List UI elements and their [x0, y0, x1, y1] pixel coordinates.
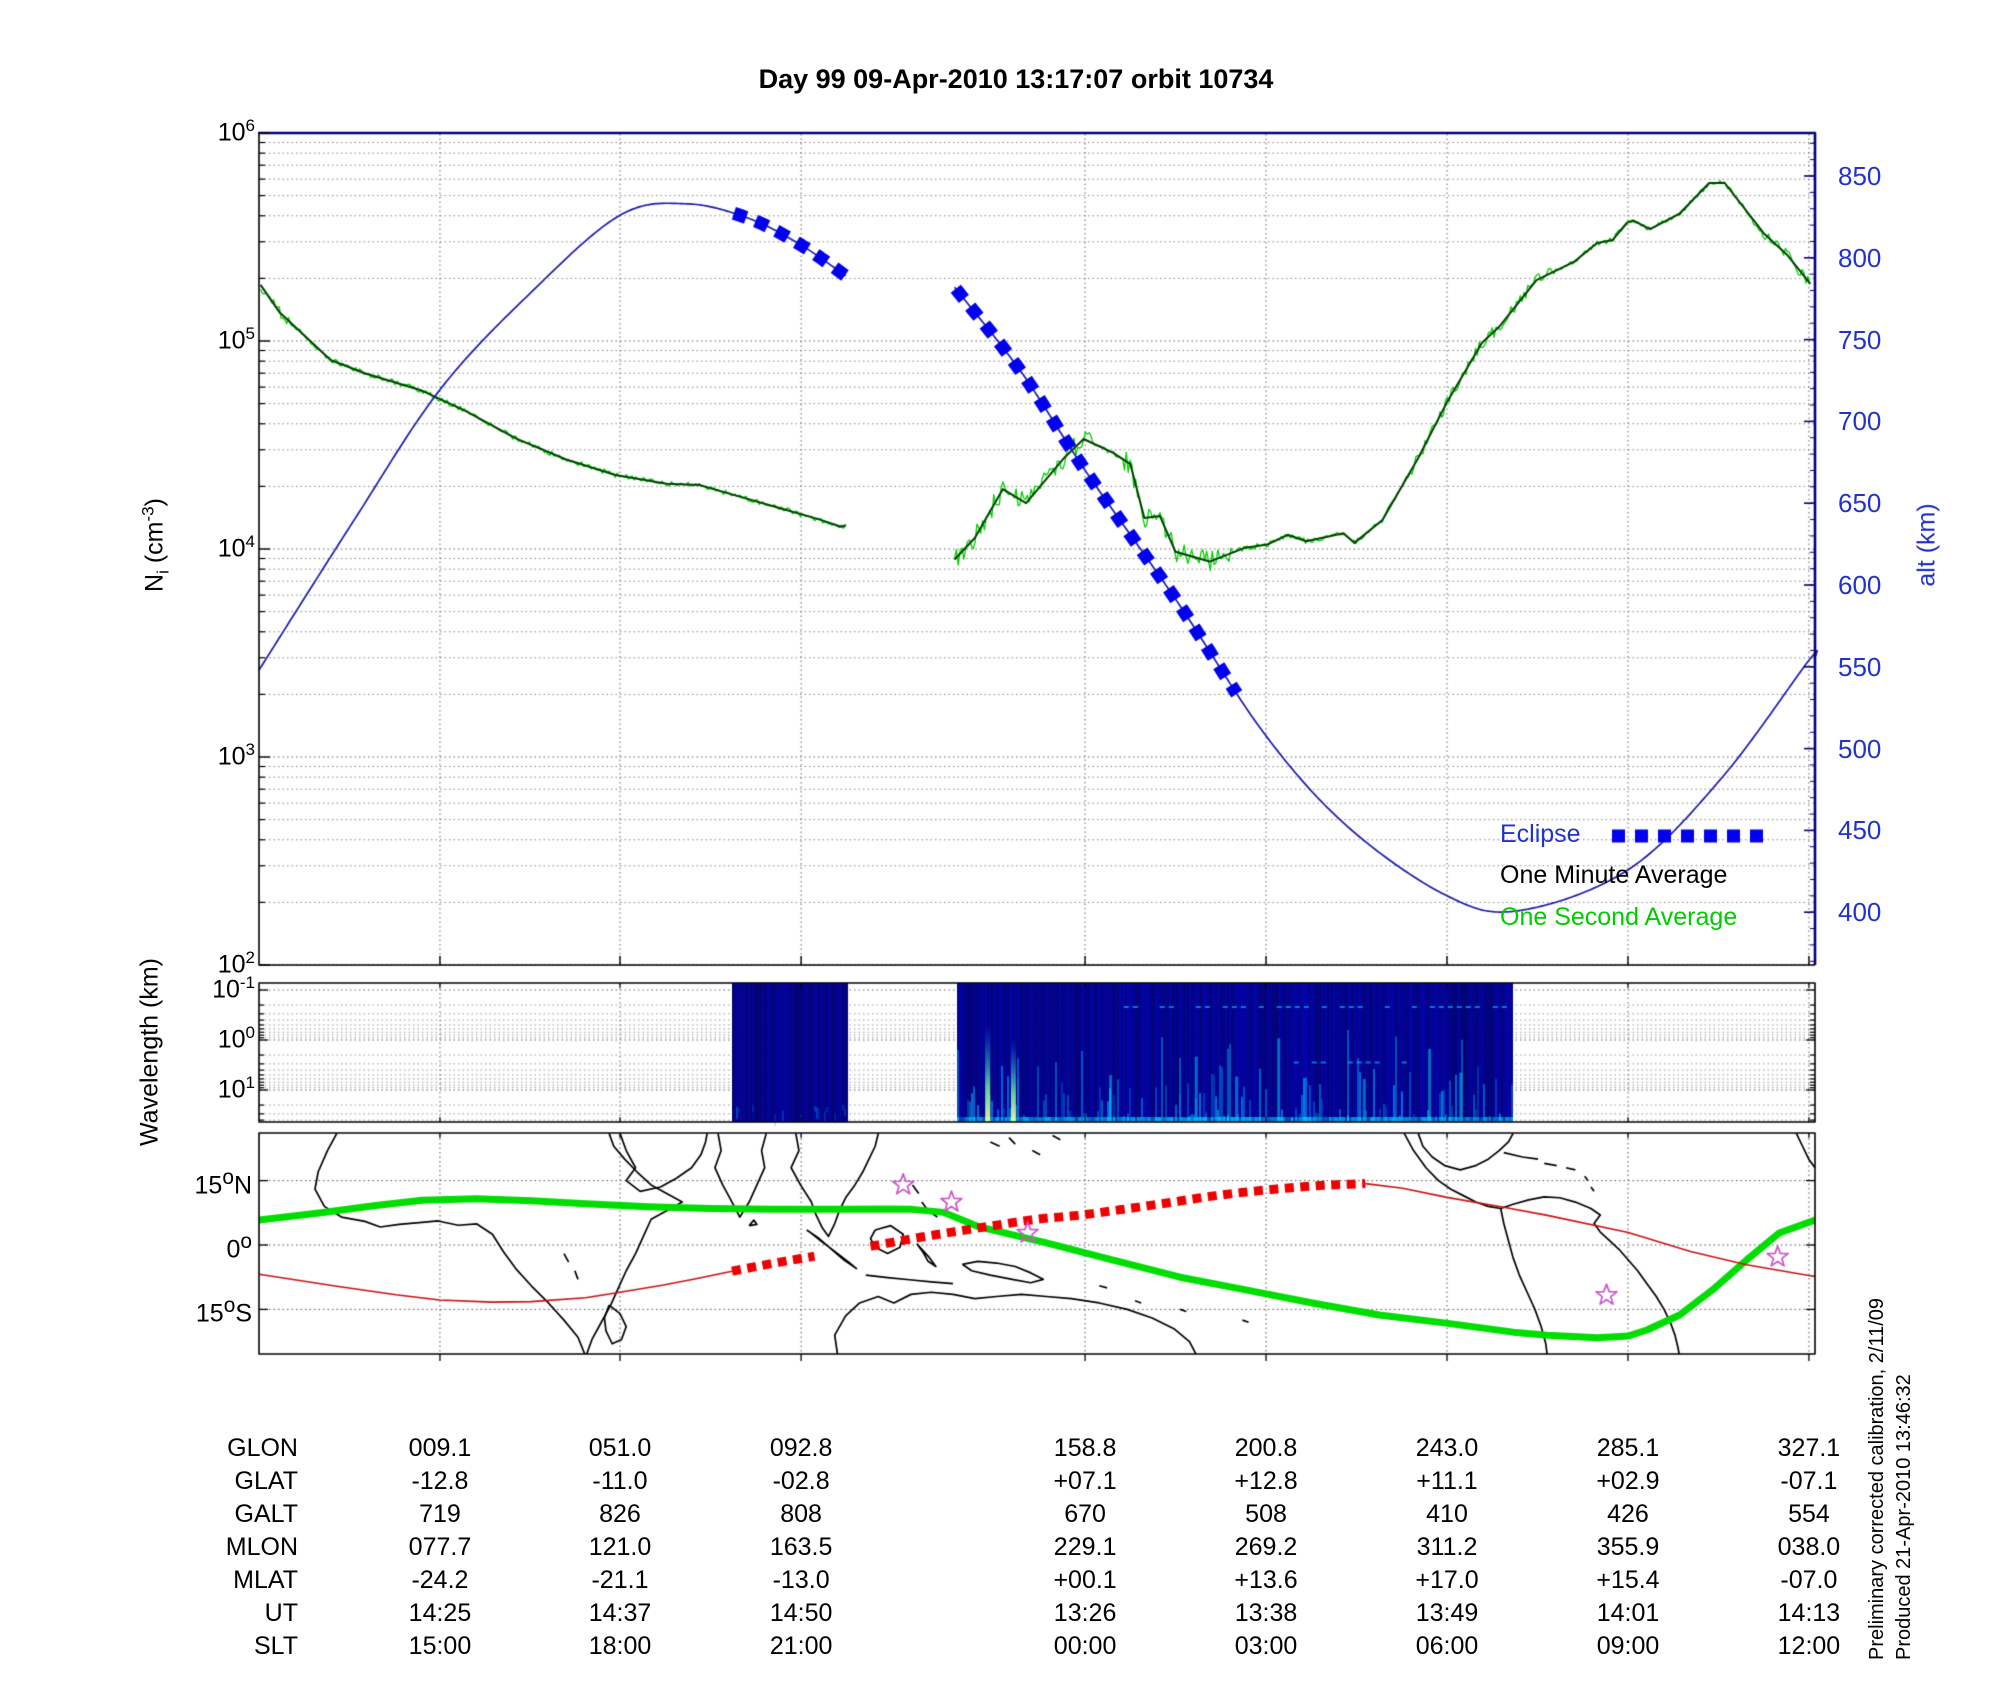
table-cell-mlat-6: +15.4	[1596, 1566, 1660, 1594]
table-cell-glat-2: -02.8	[772, 1467, 830, 1495]
map-lat-tick: 15oS	[195, 1294, 252, 1328]
table-cell-glat-7: -07.1	[1780, 1467, 1838, 1495]
table-cell-mlon-0: 077.7	[408, 1533, 472, 1561]
y-left-tick-10e2: 102	[217, 948, 255, 979]
axis-label-ni: Ni (cm-3)	[138, 498, 173, 592]
table-cell-glat-1: -11.0	[592, 1467, 648, 1495]
y-left-tick-10e6: 106	[217, 116, 255, 147]
table-cell-ut-6: 14:01	[1596, 1599, 1660, 1627]
table-row-label-mlat: MLAT	[233, 1566, 298, 1594]
alt-tick-800: 800	[1838, 242, 1882, 273]
table-cell-galt-7: 554	[1788, 1500, 1830, 1528]
table-cell-slt-3: 00:00	[1053, 1632, 1117, 1660]
table-cell-ut-5: 13:49	[1415, 1599, 1479, 1627]
table-cell-mlat-4: +13.6	[1234, 1566, 1298, 1594]
table-cell-mlat-5: +17.0	[1415, 1566, 1479, 1594]
table-cell-mlon-1: 121.0	[588, 1533, 652, 1561]
alt-tick-450: 450	[1838, 815, 1882, 846]
alt-tick-400: 400	[1838, 897, 1882, 928]
table-cell-glat-0: -12.8	[411, 1467, 469, 1495]
table-cell-mlat-7: -07.0	[1780, 1566, 1838, 1594]
table-cell-glon-2: 092.8	[769, 1434, 833, 1462]
produced-note: Produced 21-Apr-2010 13:46:32	[1893, 1374, 1915, 1660]
table-cell-mlon-6: 355.9	[1596, 1533, 1660, 1561]
table-cell-ut-4: 13:38	[1234, 1599, 1298, 1627]
y-left-tick-10e4: 104	[217, 532, 255, 563]
table-cell-galt-5: 410	[1426, 1500, 1468, 1528]
table-cell-galt-1: 826	[599, 1500, 641, 1528]
table-cell-glat-4: +12.8	[1234, 1467, 1298, 1495]
table-cell-slt-6: 09:00	[1596, 1632, 1660, 1660]
table-cell-slt-5: 06:00	[1415, 1632, 1479, 1660]
table-cell-mlon-7: 038.0	[1777, 1533, 1841, 1561]
table-cell-glat-6: +02.9	[1596, 1467, 1660, 1495]
y-left-tick-10e5: 105	[217, 324, 255, 355]
alt-tick-600: 600	[1838, 570, 1882, 600]
page-title: Day 99 09-Apr-2010 13:17:07 orbit 10734	[758, 64, 1274, 94]
table-cell-galt-4: 508	[1245, 1500, 1287, 1528]
legend-one-second-label: One Second Average	[1500, 903, 1738, 931]
legend-eclipse-label: Eclipse	[1500, 820, 1581, 848]
table-cell-glat-5: +11.1	[1416, 1467, 1478, 1495]
alt-tick-750: 750	[1838, 324, 1882, 355]
table-cell-mlon-3: 229.1	[1053, 1533, 1117, 1561]
table-cell-slt-2: 21:00	[769, 1632, 833, 1660]
alt-tick-650: 650	[1838, 488, 1882, 519]
table-cell-galt-3: 670	[1064, 1500, 1106, 1528]
table-cell-ut-7: 14:13	[1777, 1599, 1841, 1627]
table-cell-slt-4: 03:00	[1234, 1632, 1298, 1660]
table-cell-glon-4: 200.8	[1234, 1434, 1298, 1462]
table-cell-glon-6: 285.1	[1596, 1434, 1660, 1462]
table-cell-galt-2: 808	[780, 1500, 822, 1528]
table-cell-galt-0: 719	[419, 1500, 461, 1528]
table-row-label-galt: GALT	[234, 1500, 298, 1528]
table-cell-slt-1: 18:00	[588, 1632, 652, 1660]
table-cell-glat-3: +07.1	[1053, 1467, 1117, 1495]
table-row-label-slt: SLT	[254, 1632, 298, 1660]
table-row-label-ut: UT	[264, 1599, 298, 1627]
map-lat-tick: 15oN	[194, 1165, 252, 1199]
y-left-tick-10e3: 103	[217, 740, 255, 771]
table-cell-mlat-2: -13.0	[772, 1566, 830, 1594]
table-cell-mlon-2: 163.5	[769, 1533, 833, 1561]
table-cell-ut-2: 14:50	[769, 1599, 833, 1627]
wavelength-tick-10e0: 100	[217, 1023, 255, 1054]
table-cell-glon-5: 243.0	[1415, 1434, 1479, 1462]
table-cell-mlat-1: -21.1	[591, 1566, 649, 1594]
alt-tick-500: 500	[1838, 733, 1882, 764]
alt-tick-850: 850	[1838, 161, 1882, 191]
axis-label-alt: alt (km)	[1912, 503, 1941, 587]
table-cell-glon-1: 051.0	[588, 1434, 652, 1462]
table-cell-galt-6: 426	[1607, 1500, 1649, 1528]
table-cell-glon-0: 009.1	[408, 1434, 472, 1462]
table-cell-glon-7: 327.1	[1777, 1434, 1841, 1462]
wavelength-tick-10e-1: 10-1	[212, 973, 255, 1004]
table-cell-mlat-0: -24.2	[411, 1566, 469, 1594]
alt-tick-550: 550	[1838, 651, 1882, 682]
table-cell-ut-1: 14:37	[588, 1599, 652, 1627]
table-cell-ut-3: 13:26	[1053, 1599, 1117, 1627]
wavelength-tick-10e1: 101	[217, 1073, 255, 1104]
map-lat-tick: 0o	[226, 1230, 253, 1264]
table-cell-glon-3: 158.8	[1053, 1434, 1117, 1462]
table-cell-mlon-4: 269.2	[1234, 1533, 1298, 1561]
table-cell-ut-0: 14:25	[408, 1599, 472, 1627]
table-row-label-mlon: MLON	[225, 1533, 298, 1561]
table-row-label-glat: GLAT	[234, 1467, 298, 1495]
table-cell-mlon-5: 311.2	[1416, 1533, 1478, 1561]
table-cell-slt-7: 12:00	[1777, 1632, 1841, 1660]
table-cell-slt-0: 15:00	[408, 1632, 472, 1660]
legend-one-minute-label: One Minute Average	[1500, 861, 1728, 889]
table-row-label-glon: GLON	[227, 1434, 298, 1462]
table-cell-mlat-3: +00.1	[1053, 1566, 1117, 1594]
axis-label-wavelength: Wavelength (km)	[135, 957, 164, 1147]
alt-tick-700: 700	[1838, 406, 1882, 437]
